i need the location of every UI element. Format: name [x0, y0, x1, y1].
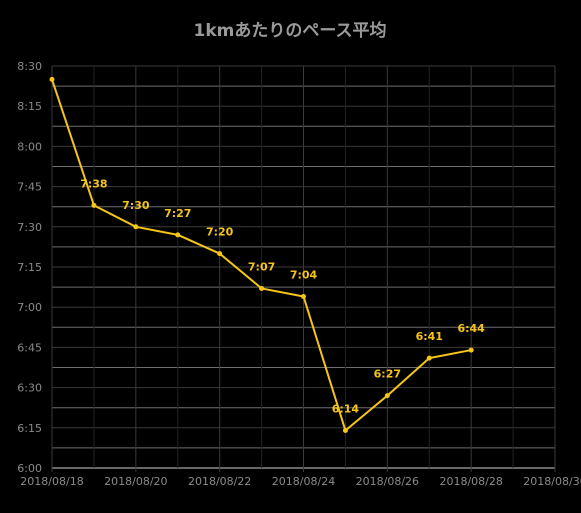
data-label: 7:04	[290, 268, 318, 281]
y-tick-label: 7:45	[17, 181, 42, 194]
y-tick-label: 6:15	[17, 422, 42, 435]
data-point	[91, 202, 97, 208]
data-label: 7:20	[206, 226, 234, 239]
data-label: 6:14	[332, 402, 360, 415]
data-label: 7:07	[248, 260, 275, 273]
series	[49, 76, 474, 433]
y-tick-label: 6:00	[17, 462, 42, 475]
y-tick-label: 6:30	[17, 382, 42, 395]
data-point	[175, 232, 181, 238]
chart-title: 1kmあたりのペース平均	[194, 20, 387, 41]
data-point	[217, 251, 223, 257]
x-tick-label: 2018/08/28	[439, 475, 502, 488]
x-tick-label: 2018/08/18	[20, 475, 83, 488]
y-tick-label: 8:30	[17, 60, 42, 73]
x-tick-label: 2018/08/24	[272, 475, 335, 488]
data-label: 6:44	[457, 322, 485, 335]
data-point	[468, 347, 474, 353]
axis-ticks: 6:00 6:15 6:30 6:45 7:00 7:15 7:30 7:45 8:00 8:15…	[17, 60, 581, 488]
data-label: 7:30	[122, 199, 150, 212]
y-tick-label: 6:45	[17, 341, 42, 354]
grid	[51, 65, 556, 472]
data-point	[426, 355, 432, 361]
y-tick-label: 7:15	[17, 261, 42, 274]
data-point	[49, 76, 55, 82]
data-label: 6:27	[374, 368, 401, 381]
data-label: 6:41	[416, 330, 443, 343]
y-tick-label: 7:30	[17, 221, 42, 234]
x-tick-label: 2018/08/30	[523, 475, 581, 488]
data-label: 7:27	[164, 207, 191, 220]
y-tick-label: 8:00	[17, 140, 42, 153]
data-point	[259, 285, 265, 291]
y-tick-label: 8:15	[17, 100, 42, 113]
data-label: 7:38	[80, 177, 107, 190]
x-tick-label: 2018/08/26	[356, 475, 419, 488]
data-point	[133, 224, 139, 230]
y-tick-label: 7:00	[17, 301, 42, 314]
x-tick-label: 2018/08/20	[104, 475, 167, 488]
data-point	[301, 293, 306, 299]
data-labels: 7:38 7:30 7:27 7:20 7:07 7:04 6:14 6:27 6:41 6:44	[80, 177, 485, 415]
data-point	[384, 393, 390, 399]
x-tick-label: 2018/08/22	[188, 475, 251, 488]
data-point	[342, 427, 348, 433]
